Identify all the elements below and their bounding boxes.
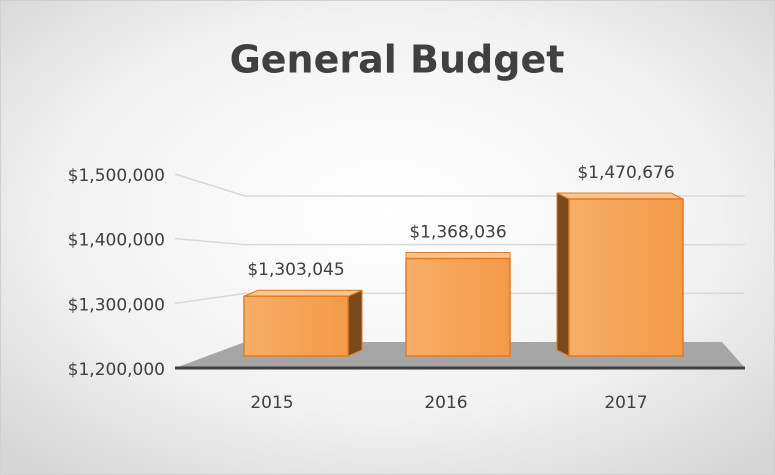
bar-side [556,192,570,357]
bar-side [347,289,363,357]
value-label: $1,470,676 [577,163,674,183]
y-tick-label: $1,200,000 [68,360,165,380]
y-tick-label: $1,400,000 [68,231,165,251]
x-tick-label: 2017 [604,393,647,413]
y-tick-label: $1,300,000 [68,295,165,315]
bar [568,198,684,357]
bar-top [405,252,511,260]
x-tick-label: 2016 [424,393,467,413]
y-tick-label: $1,500,000 [68,166,165,186]
bar-top [556,192,684,200]
bar-top [243,289,363,297]
x-tick-label: 2015 [250,393,293,413]
value-label: $1,368,036 [409,223,506,243]
bar [405,257,511,357]
chart-title: General Budget [230,38,565,82]
bar [243,295,349,357]
value-label: $1,303,045 [247,260,344,280]
